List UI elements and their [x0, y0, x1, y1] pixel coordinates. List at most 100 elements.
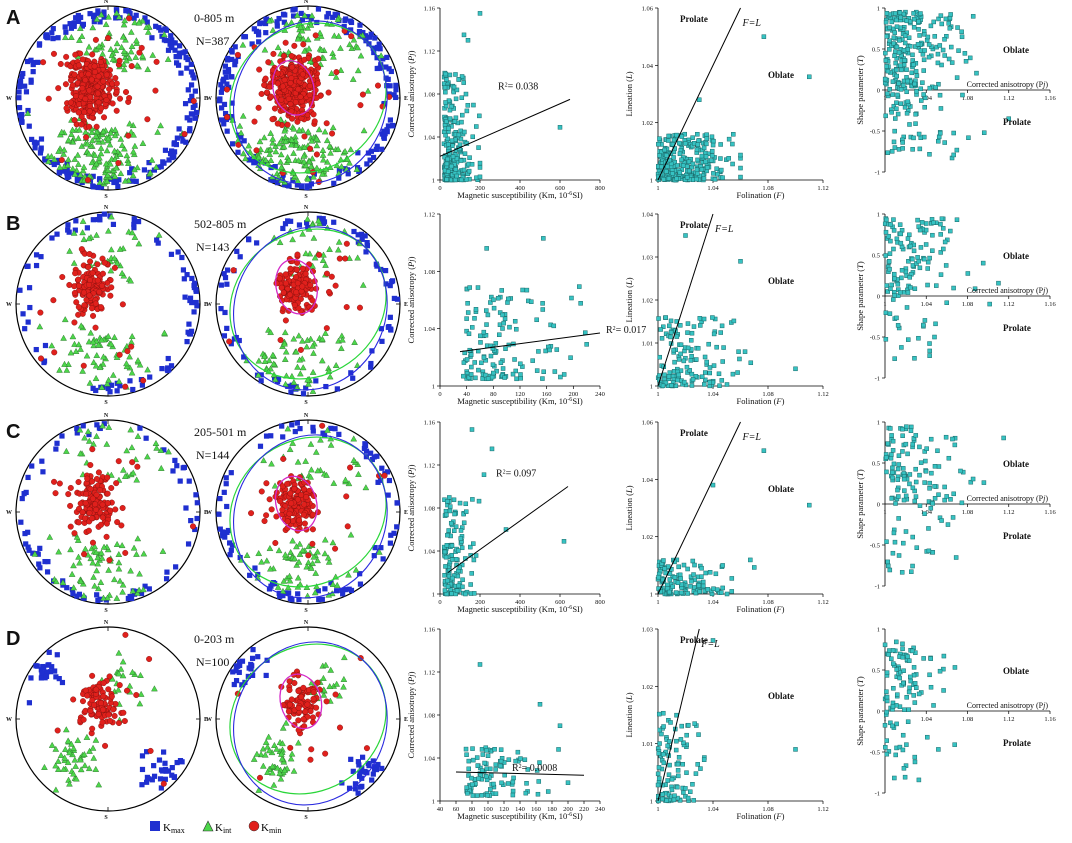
- data-point: [895, 316, 899, 320]
- kmax-point: [26, 319, 31, 324]
- kmin-point: [280, 84, 286, 90]
- data-point: [907, 36, 911, 40]
- data-point: [888, 312, 892, 316]
- y-tick-label: 1.02: [642, 298, 653, 305]
- depth-label: 205-501 m: [194, 425, 247, 439]
- data-point: [456, 549, 460, 553]
- y-tick-label: 1: [650, 178, 653, 185]
- data-point: [954, 556, 958, 560]
- kmin-point: [301, 502, 307, 508]
- kmin-point: [72, 117, 78, 123]
- data-point: [928, 354, 932, 358]
- y-tick-label: 1.04: [424, 135, 436, 142]
- kmin-point: [344, 304, 350, 310]
- kmax-point: [293, 429, 298, 434]
- kmax-point: [27, 124, 32, 129]
- data-point: [960, 35, 964, 39]
- kmin-point: [98, 106, 104, 112]
- data-point: [544, 349, 548, 353]
- data-point: [579, 301, 583, 305]
- kmax-point: [230, 141, 235, 146]
- data-point: [683, 142, 687, 146]
- data-point: [944, 263, 948, 267]
- data-point: [555, 348, 559, 352]
- data-point: [661, 384, 665, 388]
- data-point: [464, 502, 468, 506]
- data-point: [679, 369, 683, 373]
- data-point: [491, 363, 495, 367]
- data-point: [884, 455, 888, 459]
- data-point: [919, 87, 923, 91]
- kmax-point: [181, 50, 186, 55]
- data-point: [700, 566, 704, 570]
- kmin-point: [300, 72, 306, 78]
- data-point: [897, 454, 901, 458]
- data-point: [470, 162, 474, 166]
- data-point: [897, 38, 901, 42]
- data-point: [455, 174, 459, 178]
- data-point: [718, 157, 722, 161]
- kmin-point: [105, 500, 111, 506]
- data-point: [662, 373, 666, 377]
- kmin-point: [79, 122, 85, 128]
- data-point: [469, 353, 473, 357]
- data-point: [690, 372, 694, 376]
- kmin-point: [93, 37, 99, 43]
- kmin-point: [68, 524, 74, 530]
- oblate-label: Oblate: [1003, 459, 1029, 469]
- kmax-point: [102, 212, 107, 217]
- y-tick-label: 1.04: [642, 63, 654, 70]
- data-point: [966, 271, 970, 275]
- kmin-point: [313, 286, 319, 292]
- kmin-point: [139, 45, 145, 51]
- data-point: [905, 305, 909, 309]
- kmax-point: [51, 26, 56, 31]
- data-point: [911, 535, 915, 539]
- data-point: [466, 311, 470, 315]
- data-point: [890, 433, 894, 437]
- data-point: [922, 257, 926, 261]
- data-point: [944, 17, 948, 21]
- data-point: [886, 442, 890, 446]
- data-point: [694, 177, 698, 181]
- kmin-point: [89, 673, 95, 679]
- kmax-point: [367, 158, 372, 163]
- data-point: [981, 261, 985, 265]
- x-tick-label: 0: [438, 391, 441, 398]
- kmin-point: [140, 378, 146, 384]
- data-point: [696, 346, 700, 350]
- kmax-point: [107, 389, 112, 394]
- data-point: [912, 63, 916, 67]
- data-point: [473, 376, 477, 380]
- data-point: [717, 372, 721, 376]
- data-point: [963, 51, 967, 55]
- kmin-point: [95, 91, 101, 97]
- data-point: [891, 551, 895, 555]
- kmin-point: [51, 51, 57, 57]
- kmax-point: [170, 468, 175, 473]
- data-point: [907, 233, 911, 237]
- data-point: [478, 175, 482, 179]
- data-point: [511, 372, 515, 376]
- kmin-point: [83, 500, 89, 506]
- kmin-point: [82, 302, 88, 308]
- data-point: [711, 143, 715, 147]
- kmax-point: [356, 232, 361, 237]
- kmin-point: [278, 337, 284, 343]
- kmin-point: [116, 160, 122, 166]
- kmax-point: [144, 436, 149, 441]
- x-axis-label: Folination (F): [737, 190, 785, 200]
- data-point: [918, 147, 922, 151]
- data-point: [890, 283, 894, 287]
- data-point: [656, 142, 660, 146]
- data-point: [721, 360, 725, 364]
- kmin-point: [72, 72, 78, 78]
- data-point: [680, 583, 684, 587]
- kmax-point: [17, 288, 22, 293]
- kmax-point: [320, 597, 325, 602]
- data-point: [892, 36, 896, 40]
- kmin-point: [72, 320, 78, 326]
- data-point: [934, 322, 938, 326]
- x-tick-label: 1.16: [1044, 509, 1056, 516]
- data-point: [454, 97, 458, 101]
